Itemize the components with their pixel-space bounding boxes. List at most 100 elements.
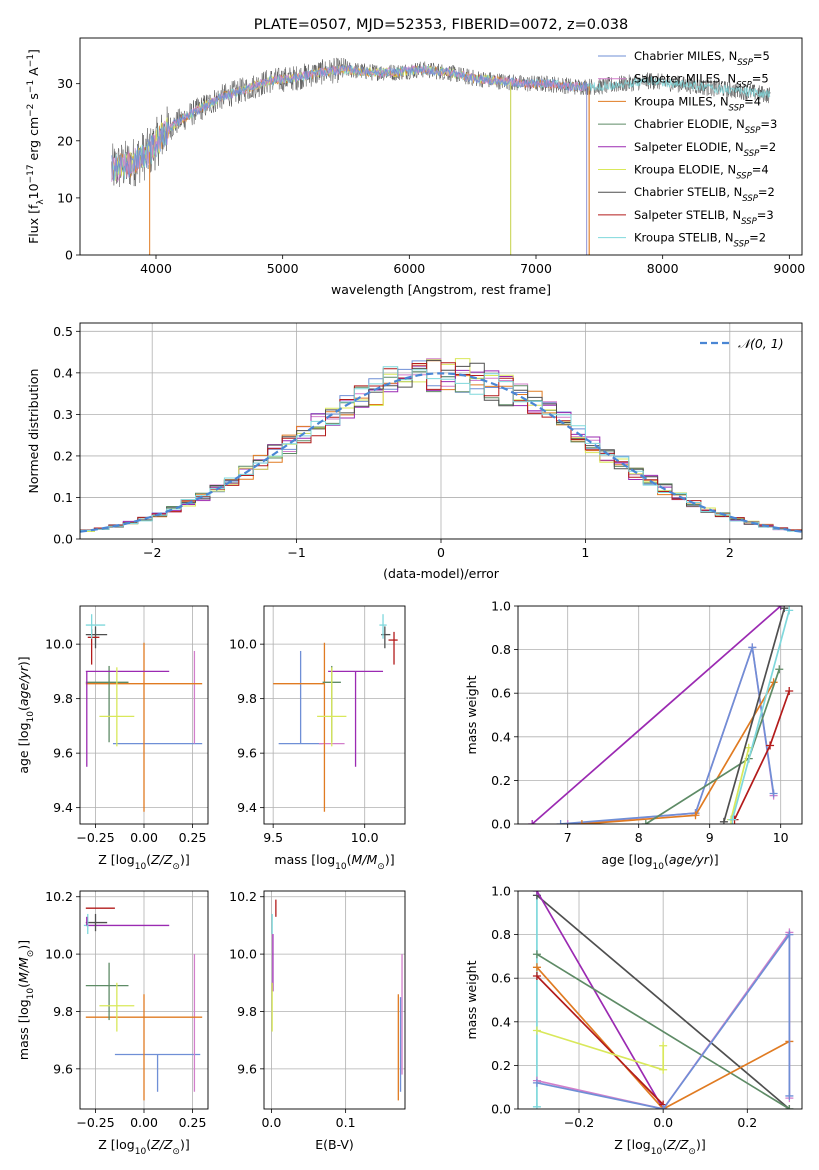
x-axis-label: mass [log10(M/M⊙)]: [274, 852, 394, 872]
plot-area: [111, 57, 771, 255]
label-part: )]: [180, 1137, 190, 1152]
x-tick-label: 0.1: [336, 1115, 356, 1130]
y-axis-label: age [log10(age/yr)]: [16, 656, 36, 773]
point-marker: [785, 1091, 794, 1100]
label-part: )]: [16, 656, 31, 666]
y-axis-label: mass weight: [464, 675, 479, 754]
chart-mass-vs-z: −0.25 0.00 0.259.69.810.010.2Z [log10(Z/Z⊙…: [16, 889, 209, 1157]
label-part: (: [662, 1137, 667, 1152]
label-part: age/yr: [669, 852, 710, 867]
label-part: )]: [709, 852, 719, 867]
y-tick-label: 0.4: [491, 729, 511, 744]
axes-frame: [79, 890, 209, 1110]
y-tick-label: 0.2: [491, 1058, 511, 1073]
x-tick-label: 0.2: [737, 1115, 757, 1130]
plot-area: [80, 323, 802, 539]
label-part: Kroupa ELODIE, N: [634, 163, 736, 177]
series-chabrier-miles: [532, 930, 794, 1109]
label-part: Chabrier MILES, N: [634, 49, 737, 63]
label-part: =4: [744, 94, 761, 108]
label-part: 10: [26, 988, 36, 1000]
series-line: [531, 606, 782, 824]
legend-label: Chabrier ELODIE, NSSP=3: [634, 117, 777, 136]
point-marker: [719, 817, 728, 824]
x-tick-label: 8000: [647, 261, 679, 276]
y-tick-label: 0.0: [491, 817, 511, 832]
error-point-chabrier-miles: [278, 650, 323, 745]
error-point-chabrier-elodie: [85, 665, 129, 743]
point-marker: [532, 1078, 541, 1087]
point-marker: [780, 606, 789, 613]
error-point-salpeter-elodie: [328, 670, 384, 767]
histogram-salpeter-stelib: [80, 362, 802, 531]
point-marker: [785, 930, 794, 939]
series-salpeter-stelib: [532, 972, 668, 1109]
series-chabrier-stelib: [719, 606, 789, 824]
x-tick-label: −0.25: [76, 830, 114, 845]
chart-title: PLATE=0507, MJD=52353, FIBERID=0072, z=0…: [254, 17, 628, 33]
series-salpeter-miles: [563, 643, 778, 824]
x-tick-label: 4000: [140, 261, 172, 276]
series-line: [536, 953, 790, 1109]
series-line: [536, 894, 790, 1109]
label-part: =5: [752, 72, 769, 86]
point-marker: [563, 820, 572, 824]
label-part: ⊙: [26, 950, 36, 958]
error-point-salpeter-stelib: [388, 631, 398, 665]
y-tick-label: 10.2: [45, 889, 73, 904]
label-part: =5: [753, 49, 770, 63]
plot-area: [80, 891, 208, 1109]
label-part: =3: [760, 117, 777, 131]
label-part: (: [664, 852, 669, 867]
y-tick-label: 9.8: [237, 691, 257, 706]
y-tick-label: 0.1: [53, 490, 73, 505]
series-kroupa-elodie: [727, 743, 753, 824]
x-tick-label: 7: [564, 830, 572, 845]
label-part: 10: [135, 1147, 147, 1157]
legend-label: Chabrier MILES, NSSP=5: [634, 49, 770, 68]
point-marker: [577, 820, 586, 824]
label-part: −1: [26, 80, 36, 93]
label-part: 10: [335, 862, 347, 872]
y-tick-label: 0: [65, 248, 73, 263]
label-part: Chabrier STELIB, N: [634, 185, 742, 199]
plot-area: [80, 606, 208, 824]
chart-age-vs-mass: 9.5 10.0 9.4 9.6 9.8 10.0 mass [log10(M/M⊙)]: [229, 605, 406, 872]
label-part: (: [16, 706, 31, 711]
point-marker: [785, 606, 794, 615]
label-part: mass weight: [464, 675, 479, 754]
y-tick-label: 10.0: [229, 947, 257, 962]
label-part: −2: [26, 104, 36, 117]
point-marker: [556, 820, 565, 824]
x-tick-label: −1: [287, 545, 305, 560]
label-part: erg cm: [26, 117, 41, 165]
point-marker: [785, 1105, 794, 1109]
label-part: (: [146, 1137, 151, 1152]
label-part: Flux [f: [26, 204, 41, 244]
point-marker: [659, 1041, 668, 1050]
x-tick-label: 2: [726, 545, 734, 560]
label-part: SSP: [729, 103, 745, 113]
y-axis-label: mass weight: [464, 960, 479, 1039]
y-tick-label: 1.0: [491, 599, 511, 614]
y-tick-label: 9.8: [53, 1004, 73, 1019]
plot-area: [518, 606, 802, 824]
label-part: Salpeter ELODIE, N: [634, 140, 744, 154]
x-tick-label: 7000: [520, 261, 552, 276]
series-line: [536, 975, 664, 1106]
y-tick-label: 0.4: [53, 365, 73, 380]
label-part: ⊙: [172, 1147, 180, 1157]
model-kroupa-miles: [111, 65, 590, 255]
y-tick-label: 0.2: [53, 448, 73, 463]
x-tick-label: 9.5: [263, 830, 283, 845]
y-tick-label: 9.6: [53, 1061, 73, 1076]
label-part: Kroupa MILES, N: [634, 94, 729, 108]
point-marker: [532, 1102, 541, 1109]
series-line: [536, 891, 664, 1109]
model-kroupa-elodie: [111, 64, 512, 255]
y-tick-label: 1.0: [491, 884, 511, 899]
point-marker: [659, 1065, 668, 1074]
label-part: =2: [758, 185, 775, 199]
label-part: Z/Z: [666, 1137, 689, 1152]
